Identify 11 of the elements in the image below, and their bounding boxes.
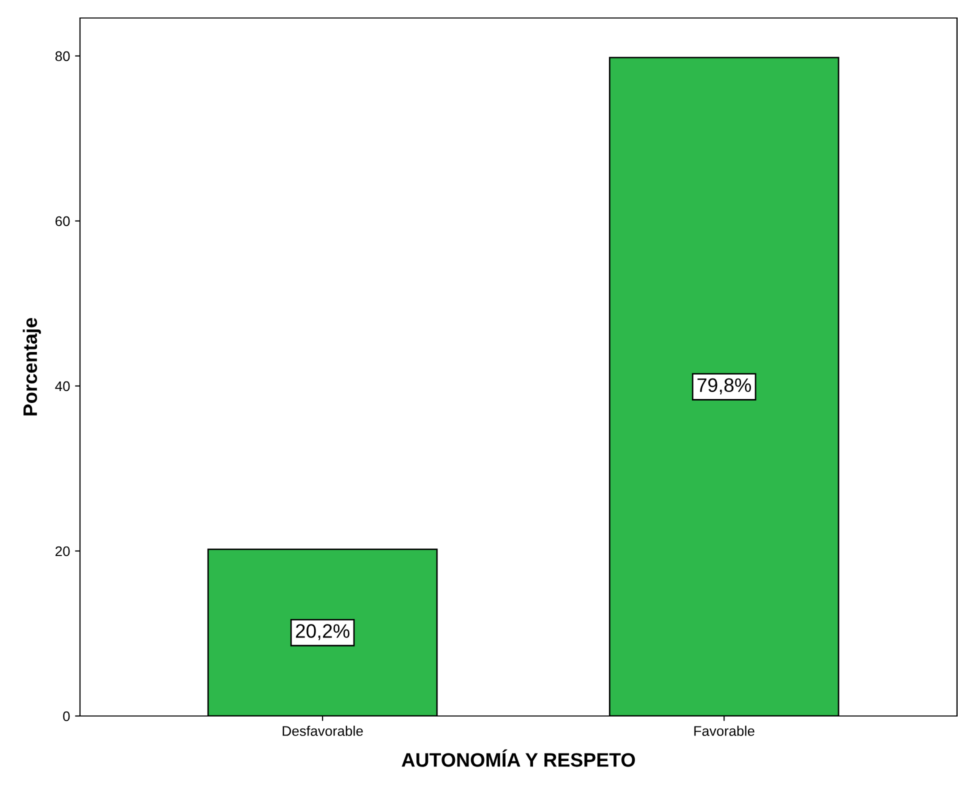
y-tick-label: 60 — [56, 216, 70, 226]
y-tick-label: 80 — [55, 51, 70, 62]
y-axis-title: Porcentaje — [22, 318, 41, 416]
y-tick-label: 0 — [63, 711, 70, 722]
data-label: 20,2% — [296, 624, 350, 640]
y-tick-label: 40 — [55, 381, 70, 392]
x-tick-label: Desfavorable — [282, 726, 363, 736]
x-axis-title: AUTONOMÍA Y RESPETO — [402, 749, 635, 767]
data-label: 79,8% — [698, 378, 751, 394]
x-tick-label: Favorable — [694, 726, 754, 736]
y-tick-label: 20 — [56, 546, 70, 556]
